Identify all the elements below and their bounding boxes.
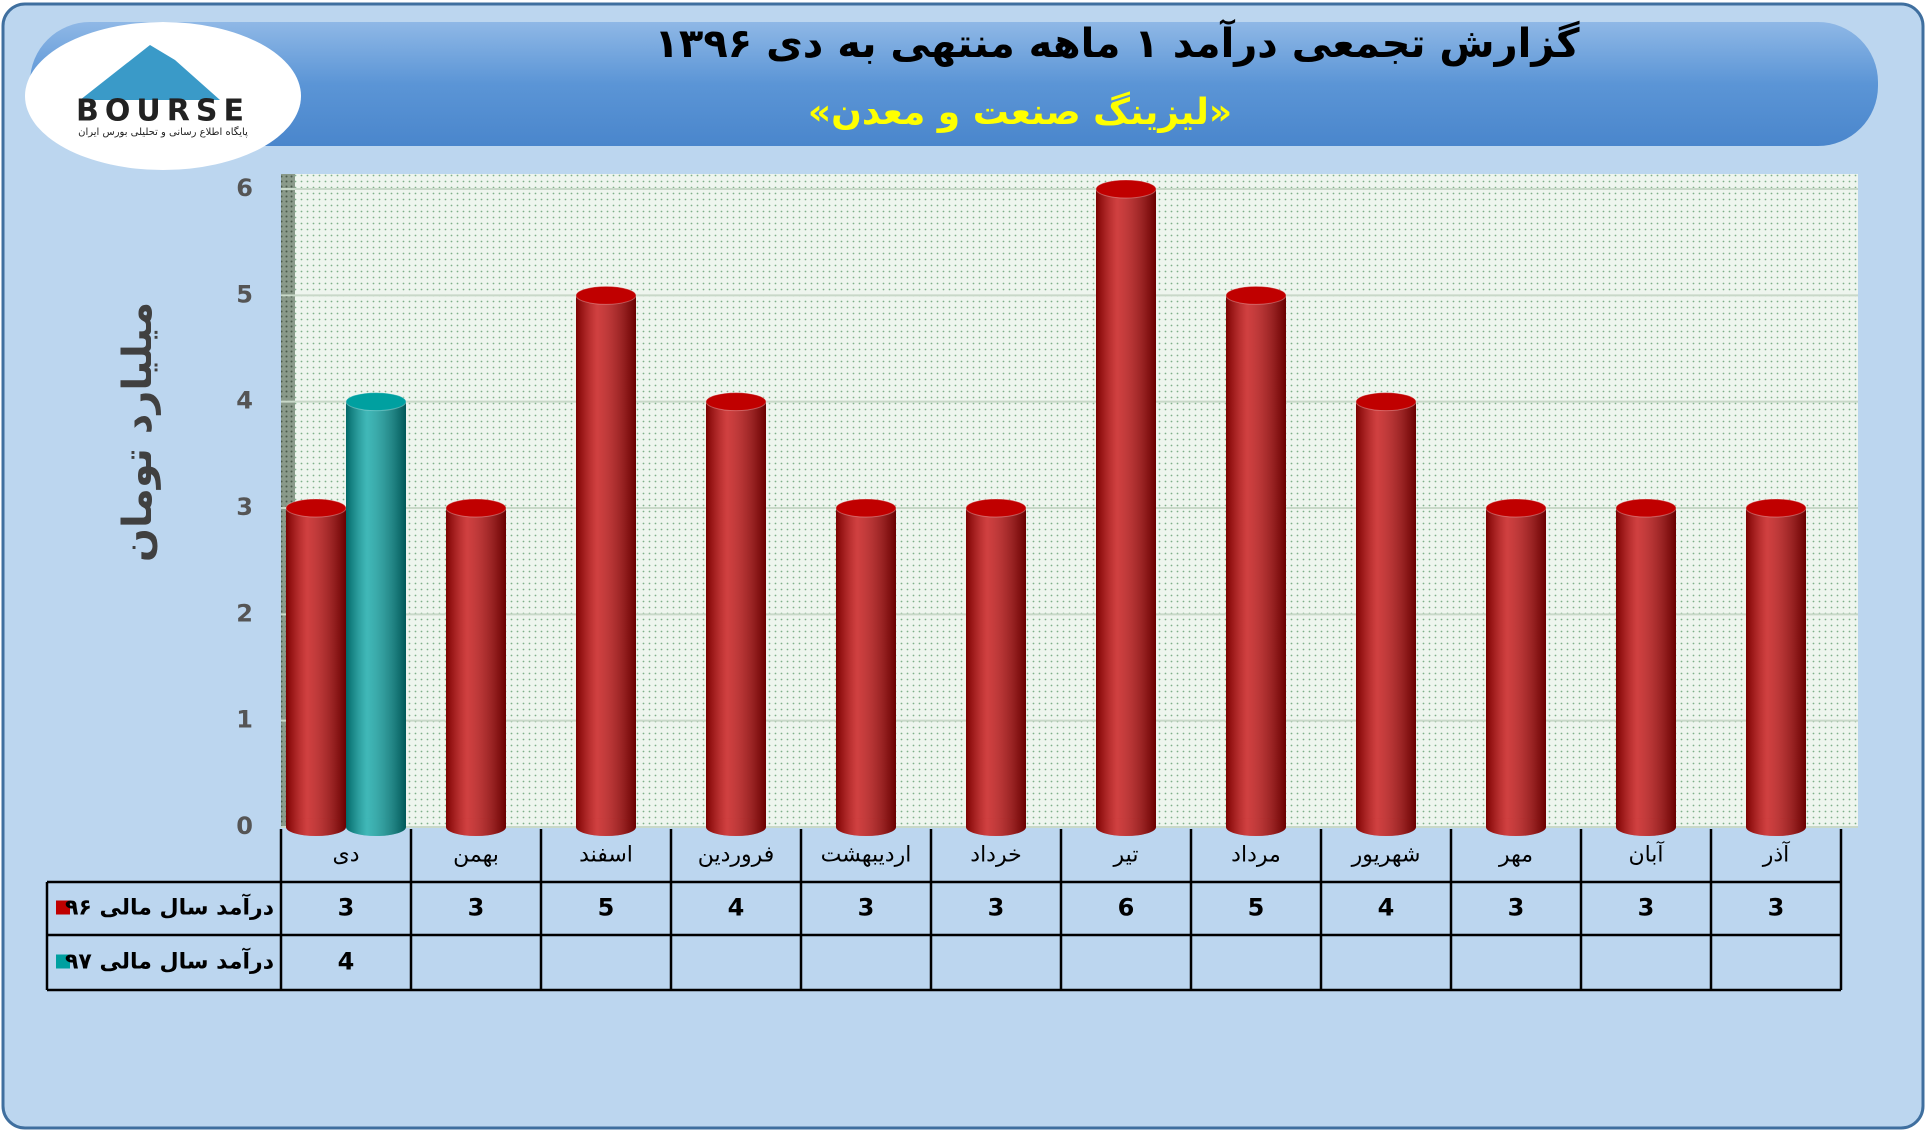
x-tick-label: شهریور bbox=[1351, 843, 1421, 868]
x-tick-label: اردیبهشت bbox=[821, 843, 912, 868]
x-tick-label: آذر bbox=[1762, 841, 1790, 868]
bar-bottom-shade bbox=[966, 818, 1026, 836]
bar-shade bbox=[706, 401, 766, 827]
bar-top bbox=[1485, 498, 1547, 518]
data-label: 3 bbox=[1638, 894, 1655, 922]
legend-swatch bbox=[56, 954, 70, 969]
bar-top bbox=[1355, 392, 1417, 412]
bar-bottom-shade bbox=[286, 818, 346, 836]
x-tick-label: خرداد bbox=[970, 843, 1021, 868]
bar-top bbox=[1225, 285, 1287, 305]
bar-shade bbox=[966, 508, 1026, 827]
bar-top bbox=[285, 498, 347, 518]
x-tick-label: دی bbox=[332, 843, 359, 868]
bar-shade bbox=[1616, 508, 1676, 827]
bar-bottom-shade bbox=[576, 818, 636, 836]
bar-bottom-shade bbox=[1226, 818, 1286, 836]
bar-top bbox=[445, 498, 507, 518]
y-axis-label: میلیارد تومان bbox=[115, 302, 161, 562]
x-tick-label: تیر bbox=[1113, 843, 1139, 868]
data-label: 3 bbox=[1768, 894, 1785, 922]
chart-subtitle: «لیزینگ صنعت و معدن» bbox=[808, 91, 1232, 133]
bar-top bbox=[1095, 179, 1157, 199]
bar-shade bbox=[1746, 508, 1806, 827]
bar-shade bbox=[1226, 295, 1286, 827]
x-tick-label: آبان bbox=[1628, 841, 1664, 868]
bar-shade bbox=[836, 508, 896, 827]
data-label: 3 bbox=[988, 894, 1005, 922]
data-label: 3 bbox=[858, 894, 875, 922]
bar-bottom-shade bbox=[446, 818, 506, 836]
data-label: 3 bbox=[468, 894, 485, 922]
bar-shade bbox=[1096, 189, 1156, 827]
data-label: 4 bbox=[338, 948, 355, 976]
y-tick-label: 3 bbox=[236, 493, 253, 521]
y-tick-label: 2 bbox=[236, 599, 253, 627]
y-tick-label: 4 bbox=[236, 387, 253, 415]
x-tick-label: بهمن bbox=[453, 843, 499, 868]
x-tick-label: مهر bbox=[1498, 843, 1533, 868]
y-tick-label: 1 bbox=[236, 706, 253, 734]
bar-top bbox=[835, 498, 897, 518]
bar-bottom-shade bbox=[706, 818, 766, 836]
bar-bottom-shade bbox=[346, 818, 406, 836]
bar-shade bbox=[1486, 508, 1546, 827]
y-tick-label: 6 bbox=[236, 174, 253, 202]
data-label: 5 bbox=[1248, 894, 1265, 922]
bar-bottom-shade bbox=[1616, 818, 1676, 836]
logo-shape bbox=[80, 45, 220, 100]
bar-top bbox=[1745, 498, 1807, 518]
header-bar bbox=[30, 22, 1878, 146]
data-label: 6 bbox=[1118, 894, 1135, 922]
y-tick-label: 0 bbox=[236, 812, 253, 840]
bar-top bbox=[705, 392, 767, 412]
data-label: 4 bbox=[728, 894, 745, 922]
bar-bottom-shade bbox=[1096, 818, 1156, 836]
x-tick-label: اسفند bbox=[579, 843, 633, 868]
bar-top bbox=[965, 498, 1027, 518]
bar-shade bbox=[346, 401, 406, 827]
bar-shade bbox=[446, 508, 506, 827]
data-label: 5 bbox=[598, 894, 615, 922]
data-label: 3 bbox=[1508, 894, 1525, 922]
bar-top bbox=[345, 392, 407, 412]
plot-area bbox=[281, 174, 1858, 827]
bar-bottom-shade bbox=[1356, 818, 1416, 836]
legend-label: درآمد سال مالی ۹۶ bbox=[65, 893, 274, 921]
logo-name: BOURSE bbox=[76, 94, 250, 129]
bar-shade bbox=[1356, 401, 1416, 827]
x-tick-label: مرداد bbox=[1231, 843, 1281, 868]
bar-shade bbox=[576, 295, 636, 827]
data-label: 4 bbox=[1378, 894, 1395, 922]
bar-top bbox=[1615, 498, 1677, 518]
bar-bottom-shade bbox=[1746, 818, 1806, 836]
data-label: 3 bbox=[338, 894, 355, 922]
chart-title: گزارش تجمعی درآمد ۱ ماهه منتهی به دی ۱۳۹… bbox=[655, 18, 1581, 67]
logo-tagline: پایگاه اطلاع رسانی و تحلیلی بورس ایران bbox=[78, 126, 248, 138]
legend-label: درآمد سال مالی ۹۷ bbox=[65, 947, 274, 975]
y-tick-label: 5 bbox=[236, 280, 253, 308]
bar-top bbox=[575, 285, 637, 305]
x-tick-label: فروردین bbox=[698, 843, 775, 868]
bar-bottom-shade bbox=[836, 818, 896, 836]
bar-bottom-shade bbox=[1486, 818, 1546, 836]
legend-swatch bbox=[56, 900, 70, 915]
bar-shade bbox=[286, 508, 346, 827]
